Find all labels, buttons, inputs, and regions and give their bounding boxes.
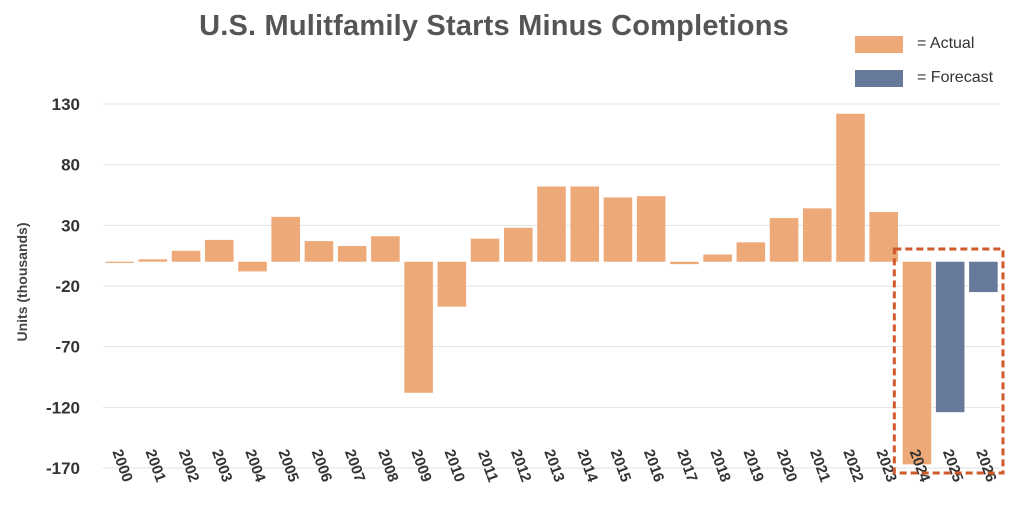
x-tick-label: 2000 — [108, 447, 135, 484]
y-tick-label: -70 — [55, 338, 80, 357]
x-tick-label: 2011 — [474, 448, 501, 484]
bar-2017 — [670, 261, 699, 265]
bar-2007 — [337, 245, 367, 262]
x-tick-label: 2012 — [507, 447, 534, 484]
bar-2002 — [171, 250, 201, 262]
legend-swatch-actual — [855, 35, 903, 53]
bar-2009 — [404, 261, 433, 393]
x-tick-label: 2023 — [873, 447, 900, 484]
legend-label-actual: = Actual — [917, 35, 975, 52]
chart-title: U.S. Mulitfamily Starts Minus Completion… — [199, 10, 789, 42]
bar-2019 — [736, 242, 766, 262]
x-tick-label: 2015 — [607, 447, 634, 484]
bar-2011 — [470, 238, 500, 262]
x-axis-ticks: 2000 2001 2002 2003 2004 2005 2006 2007 2008 2009… — [108, 447, 999, 485]
x-tick-label: 2002 — [175, 447, 202, 484]
bar-2001 — [138, 259, 168, 262]
chart-title-wrap: U.S. Mulitfamily Starts Minus Completion… — [0, 10, 1024, 43]
x-tick-label: 2020 — [773, 447, 800, 484]
y-tick-label: -170 — [46, 459, 80, 478]
bar-2024 — [902, 261, 932, 465]
legend-swatch-forecast — [855, 69, 903, 87]
y-axis-label: Units (thousands) — [14, 223, 30, 342]
y-axis-ticks: 130 80 30 -20 -70 -120 -170 — [46, 95, 80, 478]
bar-2022 — [836, 113, 865, 262]
bars — [105, 113, 998, 465]
bar-2014 — [570, 186, 600, 262]
x-tick-label: 2013 — [540, 447, 567, 484]
bar-2004 — [238, 261, 267, 272]
gridlines — [103, 103, 1000, 469]
x-tick-label: 2001 — [142, 447, 169, 484]
forecast-highlight-box — [892, 247, 1005, 475]
bar-2021 — [802, 208, 832, 262]
x-tick-label: 2021 — [806, 447, 833, 484]
bar-2020 — [769, 218, 799, 262]
x-tick-label: 2004 — [241, 447, 269, 485]
y-tick-label: 130 — [52, 95, 80, 114]
bar-2000 — [105, 261, 134, 263]
y-tick-label: 80 — [61, 156, 80, 175]
bar-2015 — [603, 197, 633, 262]
y-tick-label: -20 — [55, 277, 80, 296]
x-tick-label: 2019 — [740, 447, 767, 484]
y-tick-label: -120 — [46, 398, 80, 417]
x-tick-label: 2018 — [706, 447, 733, 484]
x-tick-label: 2005 — [275, 447, 302, 484]
legend-item-forecast: = Forecast — [855, 67, 993, 89]
legend: = Actual = Forecast — [855, 33, 993, 101]
x-tick-label: 2017 — [673, 447, 700, 484]
x-tick-label: 2003 — [208, 447, 235, 484]
bar-2008 — [371, 236, 400, 262]
x-tick-label: 2025 — [939, 447, 966, 484]
bar-2012 — [503, 227, 533, 262]
x-tick-label: 2026 — [972, 447, 999, 484]
legend-label-forecast: = Forecast — [917, 69, 994, 86]
y-tick-label: 30 — [61, 216, 80, 235]
legend-item-actual: = Actual — [855, 33, 993, 55]
x-tick-label: 2009 — [407, 447, 434, 484]
bar-2013 — [537, 186, 566, 262]
bar-2006 — [304, 241, 334, 262]
bar-2005 — [271, 216, 301, 262]
bar-2016 — [636, 196, 666, 262]
x-tick-label: 2006 — [308, 447, 335, 484]
bar-2010 — [437, 261, 467, 307]
x-tick-label: 2014 — [574, 447, 602, 485]
x-tick-label: 2022 — [839, 447, 866, 484]
x-tick-label: 2016 — [640, 447, 667, 484]
x-tick-label: 2008 — [374, 447, 401, 484]
bar-2026 — [969, 261, 998, 293]
bar-2018 — [703, 254, 732, 262]
x-tick-label: 2007 — [341, 447, 368, 484]
bar-2025 — [935, 261, 965, 413]
bar-2003 — [204, 239, 234, 262]
x-tick-label: 2010 — [441, 447, 468, 484]
